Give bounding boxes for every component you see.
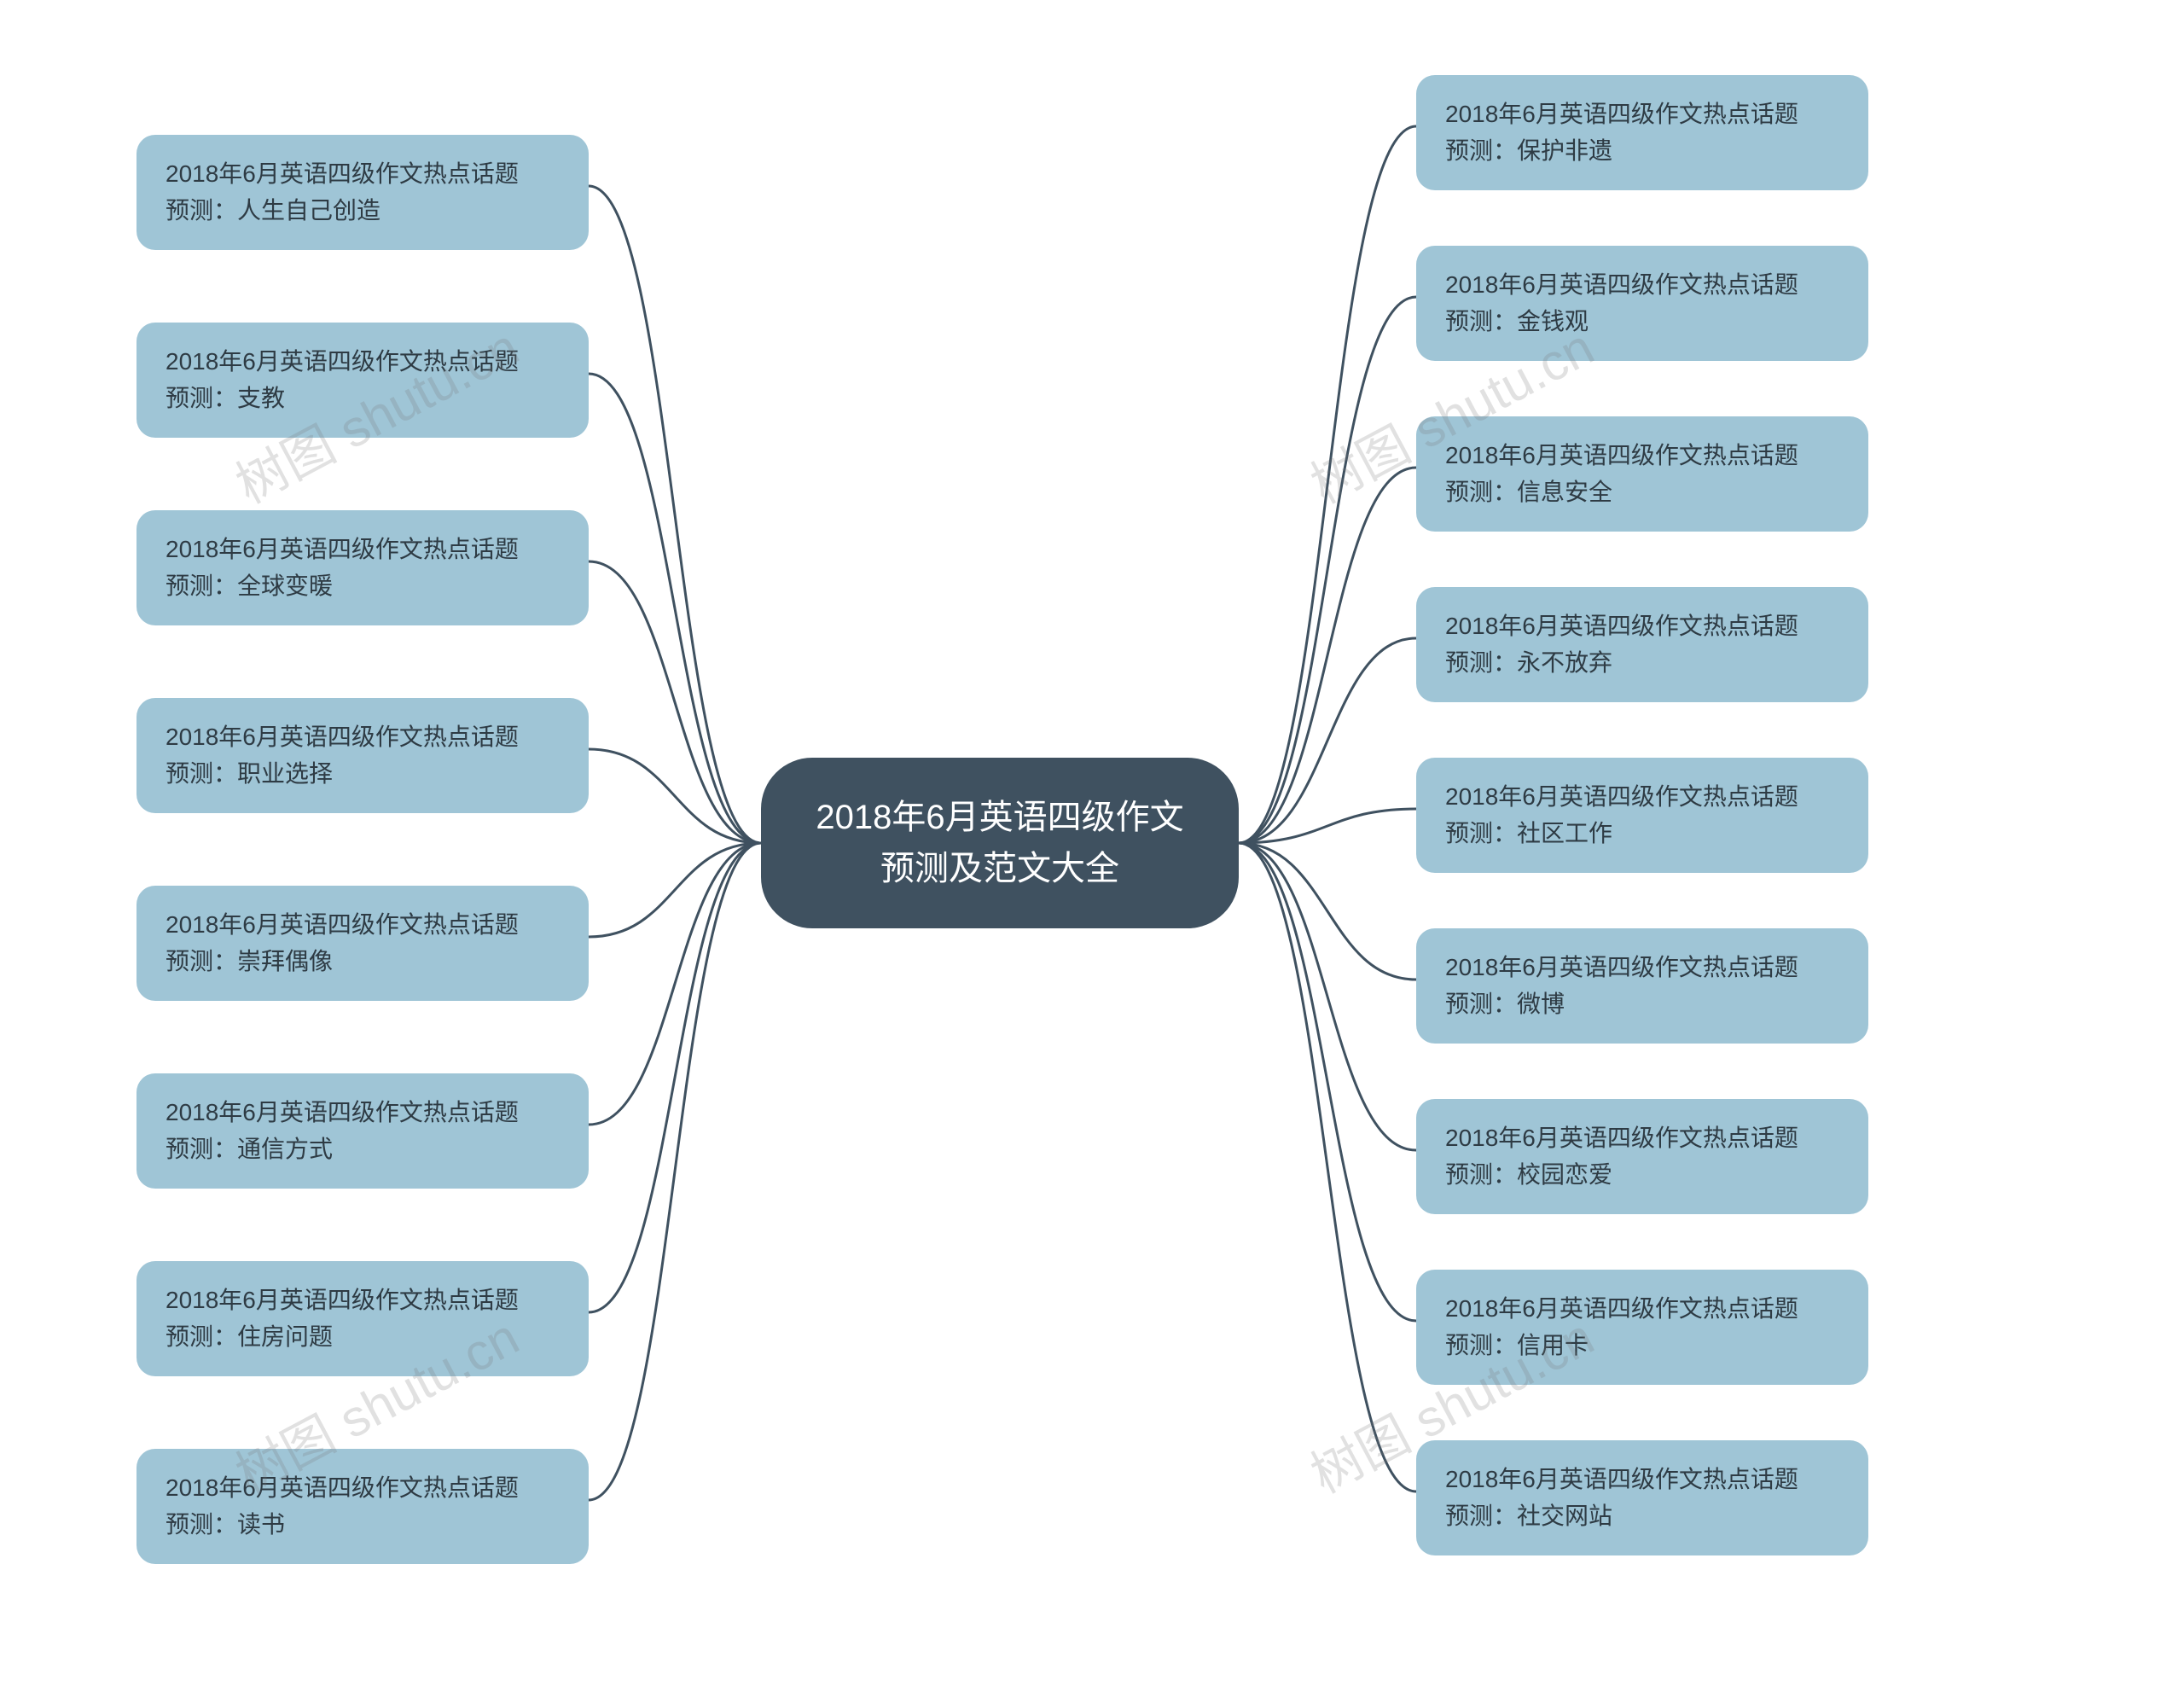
node-line1: 2018年6月英语四级作文热点话题 <box>1445 1461 1839 1497</box>
node-line1: 2018年6月英语四级作文热点话题 <box>166 906 560 943</box>
node-line1: 2018年6月英语四级作文热点话题 <box>1445 949 1839 986</box>
node-line2: 预测：信用卡 <box>1445 1327 1839 1363</box>
connector <box>1239 809 1416 843</box>
right-node-7: 2018年6月英语四级作文热点话题预测：信用卡 <box>1416 1270 1868 1385</box>
node-line1: 2018年6月英语四级作文热点话题 <box>1445 266 1839 303</box>
center-node: 2018年6月英语四级作文 预测及范文大全 <box>761 758 1239 928</box>
connector <box>1239 843 1416 1491</box>
node-line1: 2018年6月英语四级作文热点话题 <box>166 343 560 380</box>
left-node-0: 2018年6月英语四级作文热点话题预测：人生自己创造 <box>136 135 589 250</box>
node-line1: 2018年6月英语四级作文热点话题 <box>166 1282 560 1318</box>
mindmap-canvas: 2018年6月英语四级作文 预测及范文大全2018年6月英语四级作文热点话题预测… <box>0 0 2184 1692</box>
left-node-2: 2018年6月英语四级作文热点话题预测：全球变暖 <box>136 510 589 625</box>
node-line2: 预测：社区工作 <box>1445 815 1839 852</box>
connector <box>589 843 761 1500</box>
node-line2: 预测：全球变暖 <box>166 567 560 604</box>
node-line1: 2018年6月英语四级作文热点话题 <box>1445 1290 1839 1327</box>
left-node-3: 2018年6月英语四级作文热点话题预测：职业选择 <box>136 698 589 813</box>
node-line1: 2018年6月英语四级作文热点话题 <box>166 1469 560 1506</box>
node-line2: 预测：永不放弃 <box>1445 644 1839 681</box>
connector <box>1239 843 1416 1150</box>
node-line2: 预测：读书 <box>166 1506 560 1543</box>
connector <box>1239 297 1416 843</box>
left-node-4: 2018年6月英语四级作文热点话题预测：崇拜偶像 <box>136 886 589 1001</box>
right-node-8: 2018年6月英语四级作文热点话题预测：社交网站 <box>1416 1440 1868 1555</box>
right-node-5: 2018年6月英语四级作文热点话题预测：微博 <box>1416 928 1868 1044</box>
right-node-2: 2018年6月英语四级作文热点话题预测：信息安全 <box>1416 416 1868 532</box>
connector <box>589 186 761 843</box>
node-line2: 预测：住房问题 <box>166 1318 560 1355</box>
connector <box>1239 843 1416 980</box>
node-line2: 预测：社交网站 <box>1445 1497 1839 1534</box>
node-line2: 预测：微博 <box>1445 986 1839 1022</box>
connector <box>589 561 761 843</box>
connector <box>589 843 761 1312</box>
node-line1: 2018年6月英语四级作文热点话题 <box>1445 1119 1839 1156</box>
left-node-1: 2018年6月英语四级作文热点话题预测：支教 <box>136 323 589 438</box>
connector <box>1239 126 1416 843</box>
right-node-3: 2018年6月英语四级作文热点话题预测：永不放弃 <box>1416 587 1868 702</box>
node-line1: 2018年6月英语四级作文热点话题 <box>1445 96 1839 132</box>
connector <box>589 749 761 843</box>
node-line2: 预测：校园恋爱 <box>1445 1156 1839 1193</box>
connector <box>1239 638 1416 843</box>
left-node-7: 2018年6月英语四级作文热点话题预测：读书 <box>136 1449 589 1564</box>
node-line2: 预测：支教 <box>166 380 560 416</box>
node-line1: 2018年6月英语四级作文热点话题 <box>1445 608 1839 644</box>
left-node-6: 2018年6月英语四级作文热点话题预测：住房问题 <box>136 1261 589 1376</box>
right-node-6: 2018年6月英语四级作文热点话题预测：校园恋爱 <box>1416 1099 1868 1214</box>
node-line1: 2018年6月英语四级作文热点话题 <box>166 718 560 755</box>
node-line1: 2018年6月英语四级作文热点话题 <box>166 155 560 192</box>
node-line1: 2018年6月英语四级作文热点话题 <box>1445 778 1839 815</box>
connector <box>589 843 761 1125</box>
connector <box>1239 468 1416 843</box>
node-line2: 预测：崇拜偶像 <box>166 943 560 980</box>
connector <box>589 374 761 843</box>
node-line2: 预测：金钱观 <box>1445 303 1839 340</box>
right-node-4: 2018年6月英语四级作文热点话题预测：社区工作 <box>1416 758 1868 873</box>
node-line2: 预测：人生自己创造 <box>166 192 560 229</box>
node-line2: 预测：信息安全 <box>1445 474 1839 510</box>
right-node-0: 2018年6月英语四级作文热点话题预测：保护非遗 <box>1416 75 1868 190</box>
node-line2: 预测：职业选择 <box>166 755 560 792</box>
node-line2: 预测：通信方式 <box>166 1131 560 1167</box>
node-line2: 预测：保护非遗 <box>1445 132 1839 169</box>
connector <box>589 843 761 937</box>
left-node-5: 2018年6月英语四级作文热点话题预测：通信方式 <box>136 1073 589 1189</box>
node-line1: 2018年6月英语四级作文热点话题 <box>166 531 560 567</box>
node-line1: 2018年6月英语四级作文热点话题 <box>166 1094 560 1131</box>
right-node-1: 2018年6月英语四级作文热点话题预测：金钱观 <box>1416 246 1868 361</box>
node-line1: 2018年6月英语四级作文热点话题 <box>1445 437 1839 474</box>
connector <box>1239 843 1416 1321</box>
